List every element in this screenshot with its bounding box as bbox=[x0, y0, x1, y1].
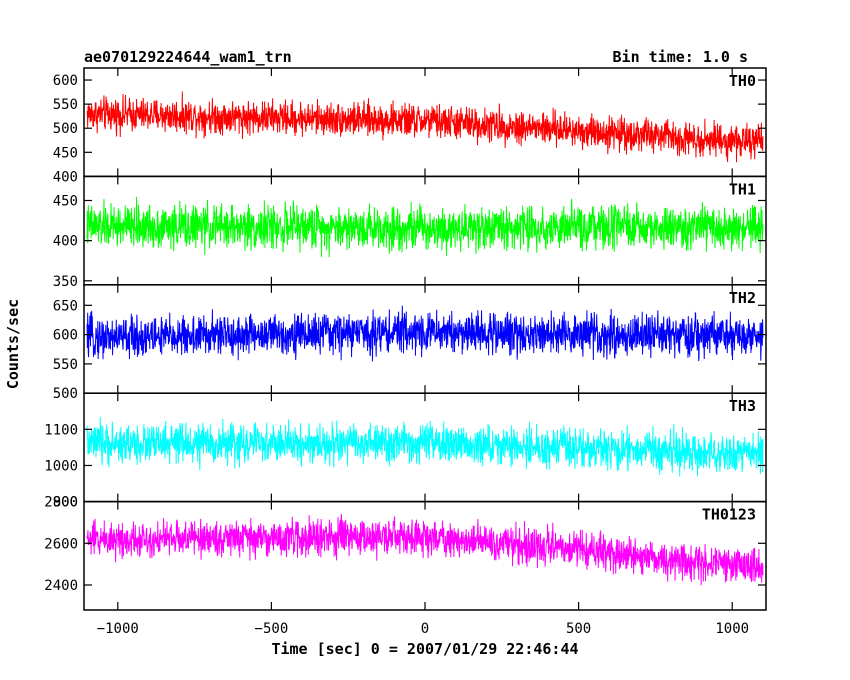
panel-th0: 400 450 500 550 600 TH0 bbox=[53, 67, 767, 185]
series-th2 bbox=[86, 305, 764, 362]
y-tick-label: 400 bbox=[53, 169, 78, 185]
x-axis: −1000 −500 0 500 1000 bbox=[97, 621, 749, 637]
y-tick-label: 450 bbox=[53, 145, 78, 161]
y-tick-label: 400 bbox=[53, 234, 78, 250]
series-th1 bbox=[86, 196, 764, 258]
panel-th1: 350 400 450 TH1 bbox=[53, 175, 767, 290]
panel-th2: 500 550 600 650 TH2 bbox=[53, 284, 767, 402]
y-tick-label: 550 bbox=[53, 357, 78, 373]
panel-label: TH2 bbox=[729, 289, 756, 307]
y-tick-label: 600 bbox=[53, 73, 78, 89]
y-tick-label: 2600 bbox=[44, 536, 78, 552]
series-th3 bbox=[86, 417, 764, 477]
x-axis-label: Time [sec] 0 = 2007/01/29 22:46:44 bbox=[271, 640, 578, 658]
y-tick-label: 1100 bbox=[44, 422, 78, 438]
y-tick-label: 900 bbox=[53, 495, 78, 511]
y-tick-label: 550 bbox=[53, 97, 78, 113]
y-tick-label: 350 bbox=[53, 274, 78, 290]
panel-label: TH3 bbox=[729, 397, 756, 415]
panel-th3: 900 1000 1100 TH3 bbox=[44, 392, 767, 511]
y-tick-label: 450 bbox=[53, 193, 78, 209]
panel-th0123: 2400 2600 2800 TH0123 bbox=[44, 495, 767, 611]
y-tick-label: 1000 bbox=[44, 458, 78, 474]
y-axis-label: Counts/sec bbox=[4, 299, 22, 389]
panel-label: TH1 bbox=[729, 180, 756, 198]
y-tick-label: 600 bbox=[53, 328, 78, 344]
bin-time-label: Bin time: 1.0 s bbox=[613, 48, 748, 66]
x-tick-label: −1000 bbox=[97, 621, 139, 637]
figure-title: ae070129224644_wam1_trn bbox=[84, 48, 292, 66]
y-tick-label: 650 bbox=[53, 298, 78, 314]
panels-group: 400 450 500 550 600 TH0 350 400 450 TH1 500 550 600 6… bbox=[44, 67, 767, 611]
y-tick-label: 500 bbox=[53, 386, 78, 402]
panel-label: TH0 bbox=[729, 72, 756, 90]
x-tick-label: 1000 bbox=[715, 621, 749, 637]
x-tick-label: 0 bbox=[421, 621, 429, 637]
y-tick-label: 500 bbox=[53, 121, 78, 137]
series-th0 bbox=[86, 91, 764, 163]
x-tick-label: −500 bbox=[255, 621, 289, 637]
series-th0123 bbox=[86, 514, 764, 586]
y-tick-label: 2400 bbox=[44, 578, 78, 594]
panel-label: TH0123 bbox=[702, 506, 756, 524]
y-tick-label: 2800 bbox=[44, 495, 78, 511]
x-tick-label: 500 bbox=[566, 621, 591, 637]
